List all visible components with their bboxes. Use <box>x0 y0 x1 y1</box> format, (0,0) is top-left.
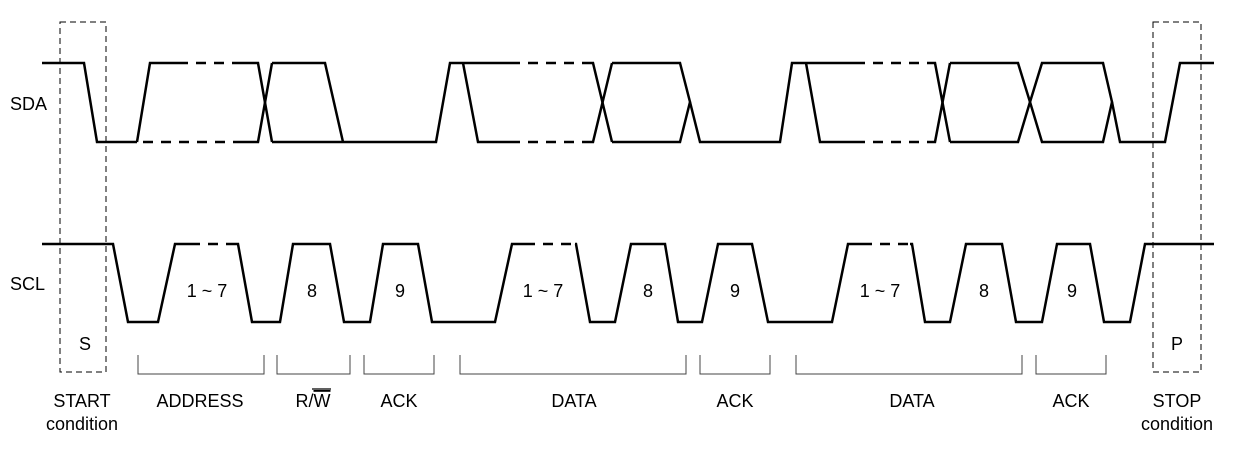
start-condition-box <box>59 21 107 373</box>
scl-waveform <box>42 242 1214 324</box>
scl-label: SCL <box>10 274 45 294</box>
phase-label-data: DATA <box>889 391 934 411</box>
stop-condition-label: STOP <box>1153 391 1202 411</box>
sda-label: SDA <box>10 94 47 114</box>
phase-label-address: ADDRESS <box>156 391 243 411</box>
phase-label-ack: ACK <box>1052 391 1089 411</box>
phase-label-rw-write: W <box>314 391 331 411</box>
scl-bit-label: 9 <box>395 281 405 301</box>
stop-condition-label: condition <box>1141 414 1213 434</box>
scl-bit-label: 8 <box>643 281 653 301</box>
start-symbol: S <box>79 334 91 354</box>
start-condition-label: START <box>53 391 110 411</box>
phase-label-ack: ACK <box>380 391 417 411</box>
phase-label-rw-read: R/ <box>296 391 314 411</box>
stop-condition-box <box>1152 21 1202 373</box>
scl-bit-label: 8 <box>307 281 317 301</box>
scl-bit-label: 9 <box>1067 281 1077 301</box>
phase-label-data: DATA <box>551 391 596 411</box>
scl-bit-label: 8 <box>979 281 989 301</box>
sda-waveform <box>42 61 1214 144</box>
phase-label-rw: R/W <box>296 391 331 411</box>
scl-bit-label: 1 ~ 7 <box>187 281 228 301</box>
stop-symbol: P <box>1171 334 1183 354</box>
scl-bit-label: 9 <box>730 281 740 301</box>
scl-bit-label: 1 ~ 7 <box>523 281 564 301</box>
phase-label-ack: ACK <box>716 391 753 411</box>
phase-brackets <box>137 355 1107 375</box>
start-condition-label: condition <box>46 414 118 434</box>
scl-bit-label: 1 ~ 7 <box>860 281 901 301</box>
